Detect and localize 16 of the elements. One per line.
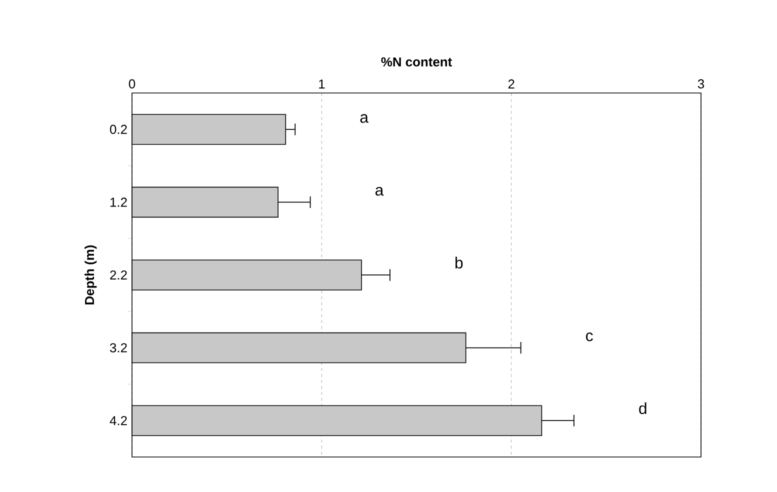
annotation: b [456, 256, 463, 268]
y-tick-label: 4.2 [110, 416, 127, 426]
annotation: a [360, 114, 368, 123]
x-tick-label: 2 [508, 79, 514, 88]
x-axis-title: %N content [381, 57, 452, 66]
y-axis-title: Depth (m) [84, 245, 97, 304]
y-tick-label: 3.2 [110, 343, 127, 352]
y-tick-label: 1.2 [110, 198, 127, 207]
x-tick-label: 3 [698, 79, 704, 88]
annotation: a [375, 186, 384, 196]
x-tick-label: 1 [319, 80, 325, 88]
annotation: d [639, 402, 646, 414]
annotation: c [586, 332, 593, 342]
y-tick-label: 2.2 [110, 270, 127, 280]
x-tick-label: 0 [128, 79, 136, 88]
y-tick-label: 0.2 [110, 124, 127, 134]
